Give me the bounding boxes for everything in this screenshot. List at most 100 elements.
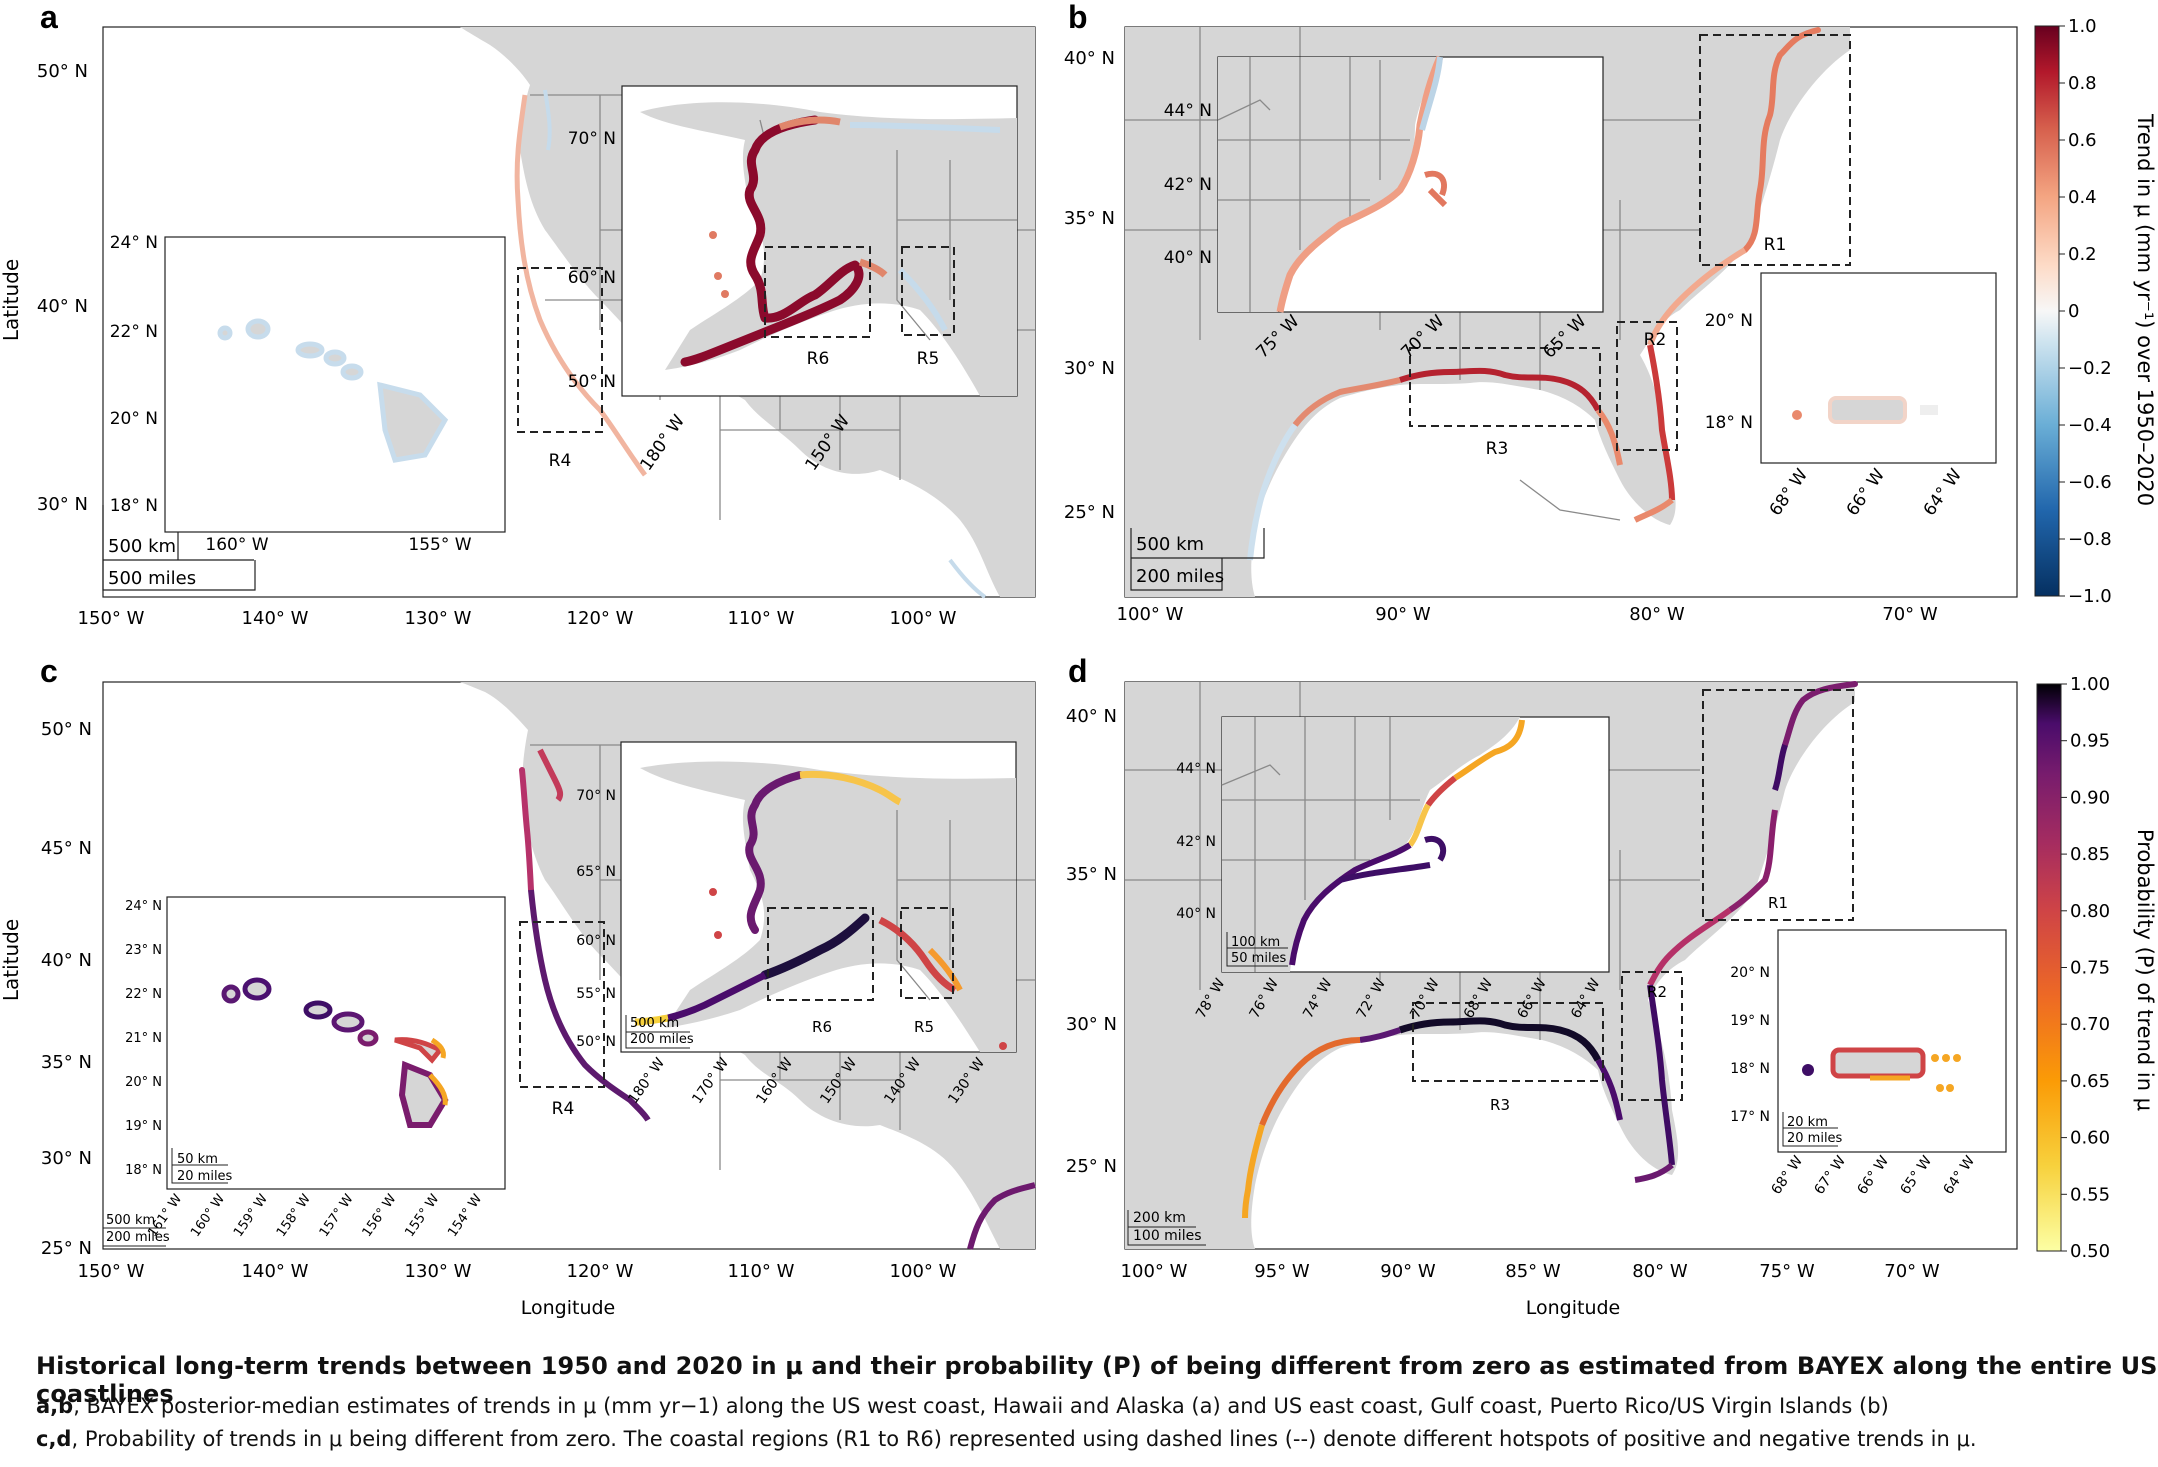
svg-text:42° N: 42° N xyxy=(1164,175,1212,195)
svg-text:25° N: 25° N xyxy=(1064,502,1115,523)
svg-text:24° N: 24° N xyxy=(110,233,158,253)
panel-b-coast-texas-blue xyxy=(1247,423,1298,561)
panel-a: a Latitude R4 24° N 22° N 20° N 18° N 16 xyxy=(0,0,1036,629)
panel-d-r2-label: R2 xyxy=(1647,983,1667,1001)
panel-a-label: a xyxy=(40,0,58,35)
svg-text:60° N: 60° N xyxy=(568,268,616,288)
panel-d-ne-coast-ny xyxy=(1289,842,1412,966)
svg-text:50° N: 50° N xyxy=(37,61,88,82)
svg-text:50° N: 50° N xyxy=(568,372,616,392)
panel-b-coast-east xyxy=(1742,27,1821,253)
panel-c-coast-wa xyxy=(519,767,534,893)
panel-b-pr-lat: 20° N 18° N xyxy=(1705,311,1753,433)
colorbar-prob-tick: 0.60 xyxy=(2070,1128,2110,1149)
panel-c-coast-ca xyxy=(528,889,651,1122)
panel-b-pr-vi xyxy=(1920,405,1938,415)
panel-d-ne-land xyxy=(1222,717,1520,972)
svg-text:25° N: 25° N xyxy=(41,1238,92,1259)
alaska-lat-tick: 50° N xyxy=(576,1034,616,1050)
panel-a-alaska-coast-blue xyxy=(849,122,1001,332)
panel-d-ne-coast-nh xyxy=(1425,775,1457,807)
panel-c: c Latitude Longitude R4 50 km 20 miles 2… xyxy=(0,653,1036,1319)
colorbar-prob-tick: 0.80 xyxy=(2070,901,2110,922)
svg-text:44° N: 44° N xyxy=(1176,761,1216,777)
panel-c-r5-label: R5 xyxy=(914,1018,934,1036)
panel-d-coast-ne xyxy=(1782,681,1858,748)
panel-a-alaska-border xyxy=(759,119,1017,341)
panel-b-ne-coast-blue xyxy=(1419,56,1443,131)
panel-b-coast-fl-west xyxy=(1595,408,1674,523)
panel-d-coast-flw xyxy=(1595,1058,1623,1121)
panel-a-r5-box xyxy=(901,246,955,336)
panel-a-alaska-isl xyxy=(709,231,729,298)
svg-text:130° W: 130° W xyxy=(405,1261,472,1282)
panel-a-scale: 500 km 500 miles xyxy=(102,505,256,591)
panel-a-hawaii-lon: 160° W 155° W xyxy=(205,535,471,555)
panel-a-alaska-land xyxy=(640,102,1017,396)
svg-text:200 km: 200 km xyxy=(1133,1210,1186,1226)
panel-c-alaska-scale: 500 km 200 miles xyxy=(625,1015,694,1049)
panel-d-lon-ticks: 100° W 95° W 90° W 85° W 80° W 75° W 70°… xyxy=(1121,1261,1940,1282)
svg-text:44° N: 44° N xyxy=(1164,101,1212,121)
panel-a-r6-label: R6 xyxy=(807,349,830,369)
panel-d: d Longitude R1 R2 R3 100 km 50 xyxy=(1066,653,2018,1319)
svg-text:100° W: 100° W xyxy=(1121,1261,1188,1282)
panel-d-r3-box xyxy=(1412,1002,1604,1082)
panel-c-scale: 500 km 200 miles xyxy=(102,1212,170,1247)
colorbar-trend-ticks: 1.0 0.8 0.6 0.4 0.2 0 −0.2 −0.4 −0.6 −0.8 −1.0 xyxy=(2059,16,2112,607)
colorbar-prob-tick: 0.55 xyxy=(2070,1184,2110,1205)
panel-a-coast-blue xyxy=(543,89,987,599)
svg-text:30° N: 30° N xyxy=(37,494,88,515)
svg-text:40° N: 40° N xyxy=(1164,248,1212,268)
panel-c-alaska-coast-sw xyxy=(667,971,767,1022)
panel-d-ne-coast-ma xyxy=(1407,803,1431,847)
svg-text:50 miles: 50 miles xyxy=(1231,951,1287,966)
panel-d-pr-island xyxy=(1830,1047,1926,1079)
panel-c-lon-ticks: 150° W 140° W 130° W 120° W 110° W 100° … xyxy=(78,1261,957,1282)
alaska-lat-tick: 55° N xyxy=(576,986,616,1002)
panel-a-alaska-coast-north xyxy=(778,116,888,278)
panel-d-coast-mid xyxy=(1728,809,1778,913)
svg-text:40° N: 40° N xyxy=(1176,906,1216,922)
svg-text:100° W: 100° W xyxy=(890,1261,957,1282)
svg-text:140° W: 140° W xyxy=(242,608,309,629)
svg-text:20 km: 20 km xyxy=(1787,1115,1828,1130)
colorbar-trend-tick: 0.2 xyxy=(2068,244,2097,265)
svg-text:200 miles: 200 miles xyxy=(106,1230,170,1245)
panel-c-r5-box xyxy=(900,907,954,999)
panel-b-ne-borders xyxy=(1217,57,1410,312)
panel-d-coast-fl xyxy=(1647,984,1675,1166)
panel-c-hawaii-hot xyxy=(428,1037,448,1106)
panel-c-xlabel: Longitude xyxy=(521,1297,616,1319)
svg-text:40° N: 40° N xyxy=(41,950,92,971)
panel-b-r3-label: R3 xyxy=(1486,439,1509,459)
svg-text:50 km: 50 km xyxy=(177,1152,218,1167)
panel-b-pr-isle xyxy=(1792,410,1802,420)
panel-c-alaska-lat: 70° N 65° N 60° N 55° N 50° N xyxy=(576,788,616,1050)
svg-text:100° W: 100° W xyxy=(1117,604,1184,625)
panel-c-coast-wa2 xyxy=(537,748,564,802)
panel-c-hawaii-islands xyxy=(221,977,449,1128)
panel-a-r6-box xyxy=(764,246,871,338)
panel-d-coast-ne2 xyxy=(1772,744,1788,791)
svg-text:70° W: 70° W xyxy=(1884,1261,1940,1282)
hawaii-lat-tick: 22° N xyxy=(125,987,162,1002)
svg-text:25° N: 25° N xyxy=(1066,1156,1117,1177)
svg-text:20° N: 20° N xyxy=(1705,311,1753,331)
colorbar-trend-tick: −1.0 xyxy=(2068,586,2112,607)
panel-b-r1-label: R1 xyxy=(1764,235,1787,255)
svg-text:40° N: 40° N xyxy=(1064,48,1115,69)
panel-d-r1-box xyxy=(1702,689,1854,921)
panel-a-r5-label: R5 xyxy=(917,349,940,369)
panel-a-lat-ticks: 50° N 40° N 30° N xyxy=(37,61,88,515)
colorbar-prob-tick: 0.85 xyxy=(2070,844,2110,865)
panel-b-lon-ticks: 100° W 90° W 80° W 70° W xyxy=(1117,604,1938,625)
svg-text:18° N: 18° N xyxy=(1705,413,1753,433)
alaska-lat-tick: 70° N xyxy=(576,788,616,804)
panel-d-r3-label: R3 xyxy=(1490,1096,1510,1114)
svg-text:200 miles: 200 miles xyxy=(1136,566,1224,587)
panel-c-ylabel: Latitude xyxy=(0,919,23,1001)
panel-d-coast-fl-tip xyxy=(1634,1162,1674,1183)
hawaii-lat-tick: 20° N xyxy=(125,1075,162,1090)
